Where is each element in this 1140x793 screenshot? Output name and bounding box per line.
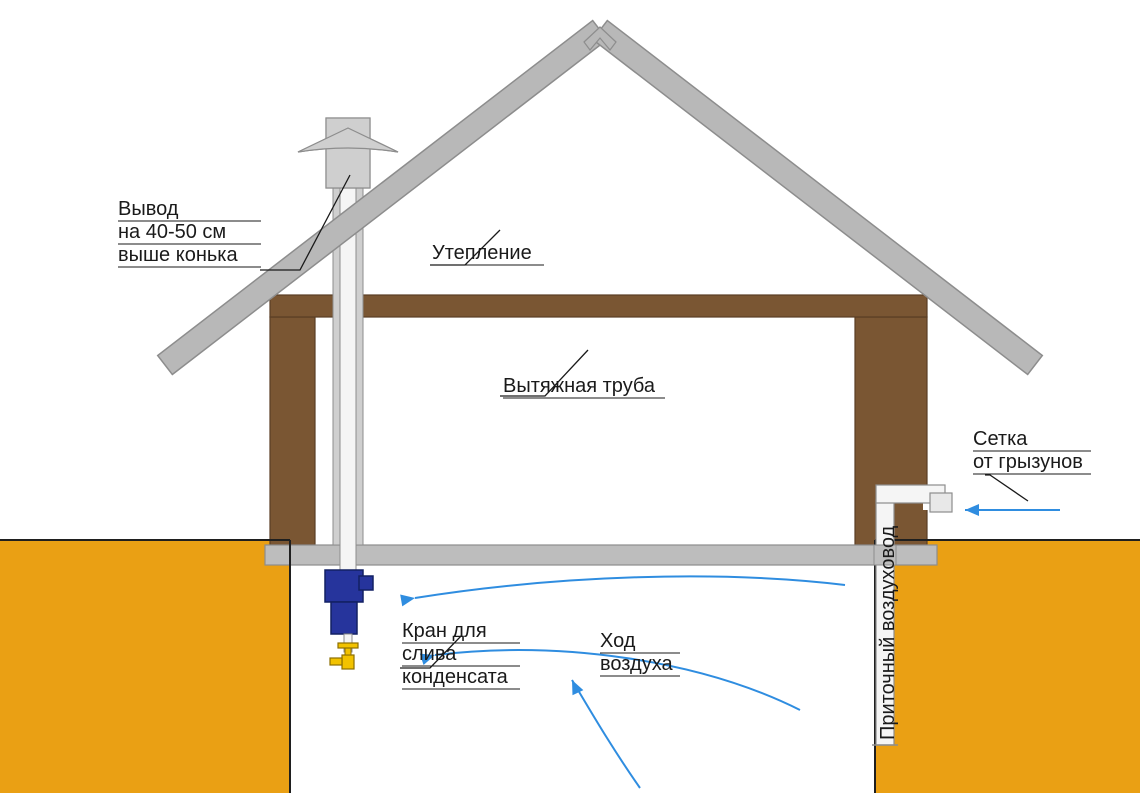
label-inlet-duct: Приточный воздуховод bbox=[877, 526, 900, 740]
label-mesh: Сетка от грызунов bbox=[973, 428, 1083, 474]
label-drain-tap: Кран для слива конденсата bbox=[402, 620, 508, 689]
label-insulation: Утепление bbox=[432, 242, 532, 265]
label-airflow: Ход воздуха bbox=[600, 630, 673, 676]
diagram-stage: Вывод на 40-50 см выше конька Утепление … bbox=[0, 0, 1140, 793]
label-exhaust-pipe: Вытяжная труба bbox=[503, 375, 655, 398]
label-outlet: Вывод на 40-50 см выше конька bbox=[118, 198, 238, 267]
